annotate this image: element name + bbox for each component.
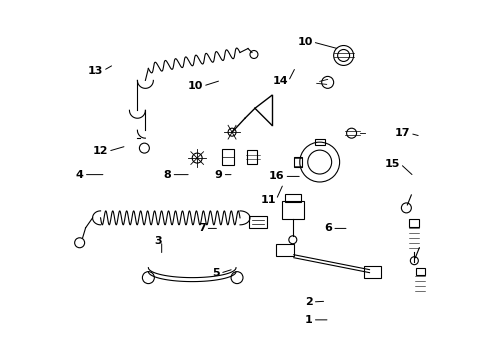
Bar — [281, 201, 303, 219]
Text: 9: 9 — [214, 170, 222, 180]
Bar — [293, 157, 301, 167]
Text: 15: 15 — [384, 159, 400, 169]
Text: 7: 7 — [197, 224, 205, 233]
Text: 11: 11 — [260, 195, 276, 205]
Bar — [248, 216, 266, 228]
Bar — [222, 149, 234, 165]
Bar — [363, 266, 381, 278]
Bar — [275, 244, 293, 256]
Text: 13: 13 — [88, 66, 103, 76]
Text: 10: 10 — [297, 37, 312, 47]
Text: 3: 3 — [154, 236, 162, 246]
Text: 10: 10 — [187, 81, 203, 91]
Bar — [246, 150, 256, 164]
Text: 2: 2 — [305, 297, 312, 307]
Bar — [285, 194, 300, 202]
Bar — [408, 219, 419, 227]
Text: 6: 6 — [324, 224, 331, 233]
Bar — [415, 268, 424, 275]
Bar — [314, 139, 324, 145]
Text: 12: 12 — [92, 146, 108, 156]
Text: 17: 17 — [394, 129, 409, 138]
Text: 8: 8 — [163, 170, 171, 180]
Text: 16: 16 — [268, 171, 284, 181]
Text: 4: 4 — [76, 170, 83, 180]
Text: 14: 14 — [272, 76, 288, 86]
Text: 5: 5 — [212, 268, 220, 278]
Text: 1: 1 — [305, 315, 312, 325]
